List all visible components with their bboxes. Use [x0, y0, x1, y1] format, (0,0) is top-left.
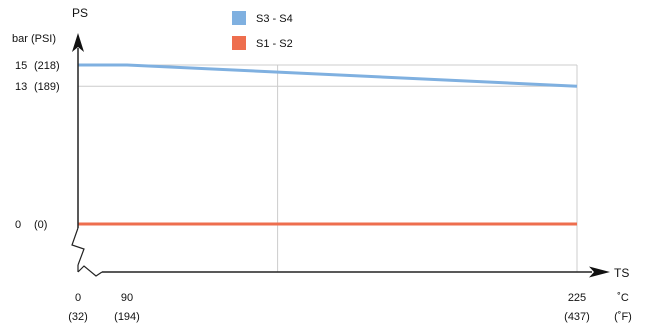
- x-tick-f-32: (32): [68, 311, 88, 323]
- x-tick-c-0: 0: [75, 292, 81, 304]
- y-tick-bar-0: 0: [15, 219, 21, 231]
- y-tick-bar-15: 15: [15, 60, 27, 72]
- legend-label-s3-s4: S3 - S4: [256, 13, 293, 25]
- y-tick-psi-218: (218): [34, 60, 60, 72]
- legend-swatch-s3-s4: [232, 11, 246, 25]
- x-axis-label: TS: [614, 266, 629, 280]
- y-tick-labels: 15 (218) 13 (189) 0 (0): [15, 60, 60, 231]
- x-unit-fahrenheit: (˚F): [614, 311, 632, 323]
- x-axis-arrow-icon: [589, 266, 610, 278]
- legend: S3 - S4 S1 - S2: [232, 11, 293, 50]
- x-tick-f-437: (437): [564, 311, 590, 323]
- series-layer: [78, 63, 578, 226]
- x-tick-c-225: 225: [568, 292, 586, 304]
- series-line-s3-s4: [78, 63, 578, 88]
- y-axis: [71, 33, 85, 272]
- plot-frame: [78, 64, 578, 272]
- y-axis-label: PS: [72, 6, 88, 20]
- y-tick-bar-13: 13: [15, 81, 27, 93]
- gridlines: [78, 65, 577, 272]
- legend-swatch-s1-s2: [232, 36, 246, 50]
- x-axis: [77, 265, 610, 278]
- x-tick-f-194: (194): [114, 311, 140, 323]
- y-axis-arrow-icon: [72, 33, 84, 52]
- x-tick-c-90: 90: [121, 292, 133, 304]
- y-tick-psi-189: (189): [34, 81, 60, 93]
- x-tick-labels: 0 (32) 90 (194) 225 (437) ˚C (˚F): [68, 292, 632, 323]
- y-tick-psi-0: (0): [34, 219, 47, 231]
- x-unit-celsius: ˚C: [617, 292, 629, 304]
- legend-label-s1-s2: S1 - S2: [256, 38, 293, 50]
- y-axis-unit-label: bar (PSI): [12, 33, 56, 45]
